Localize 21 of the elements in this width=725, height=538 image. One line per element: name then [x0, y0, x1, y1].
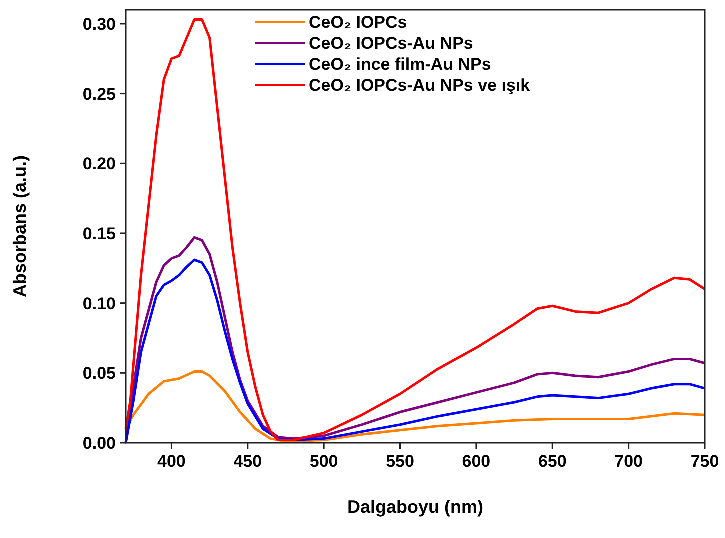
legend-label: CeO₂ IOPCs: [309, 12, 408, 32]
x-tick-label: 650: [538, 452, 567, 471]
legend-label: CeO₂ IOPCs-Au NPs ve ışık: [309, 76, 531, 95]
x-tick-label: 600: [462, 452, 491, 471]
x-tick-label: 450: [234, 452, 262, 471]
x-tick-label: 700: [614, 452, 644, 471]
x-tick-label: 500: [310, 452, 338, 471]
y-tick-label: 0.00: [82, 434, 116, 453]
x-tick-label: 400: [158, 452, 186, 471]
y-tick-label: 0.10: [82, 294, 116, 314]
legend-label: CeO₂ ince film-Au NPs: [309, 54, 492, 74]
y-tick-label: 0.25: [82, 84, 116, 104]
y-tick-label: 0.05: [82, 364, 116, 384]
y-tick-label: 0.15: [82, 224, 116, 244]
legend-label: CeO₂ IOPCs-Au NPs: [309, 34, 474, 53]
y-tick-label: 0.20: [82, 154, 116, 174]
x-tick-label: 750: [690, 452, 720, 471]
y-tick-label: 0.30: [82, 14, 116, 34]
x-tick-label: 550: [386, 452, 414, 471]
y-axis-title: Absorbans (a.u.): [10, 155, 30, 298]
x-axis-title: Dalgaboyu (nm): [347, 497, 484, 517]
